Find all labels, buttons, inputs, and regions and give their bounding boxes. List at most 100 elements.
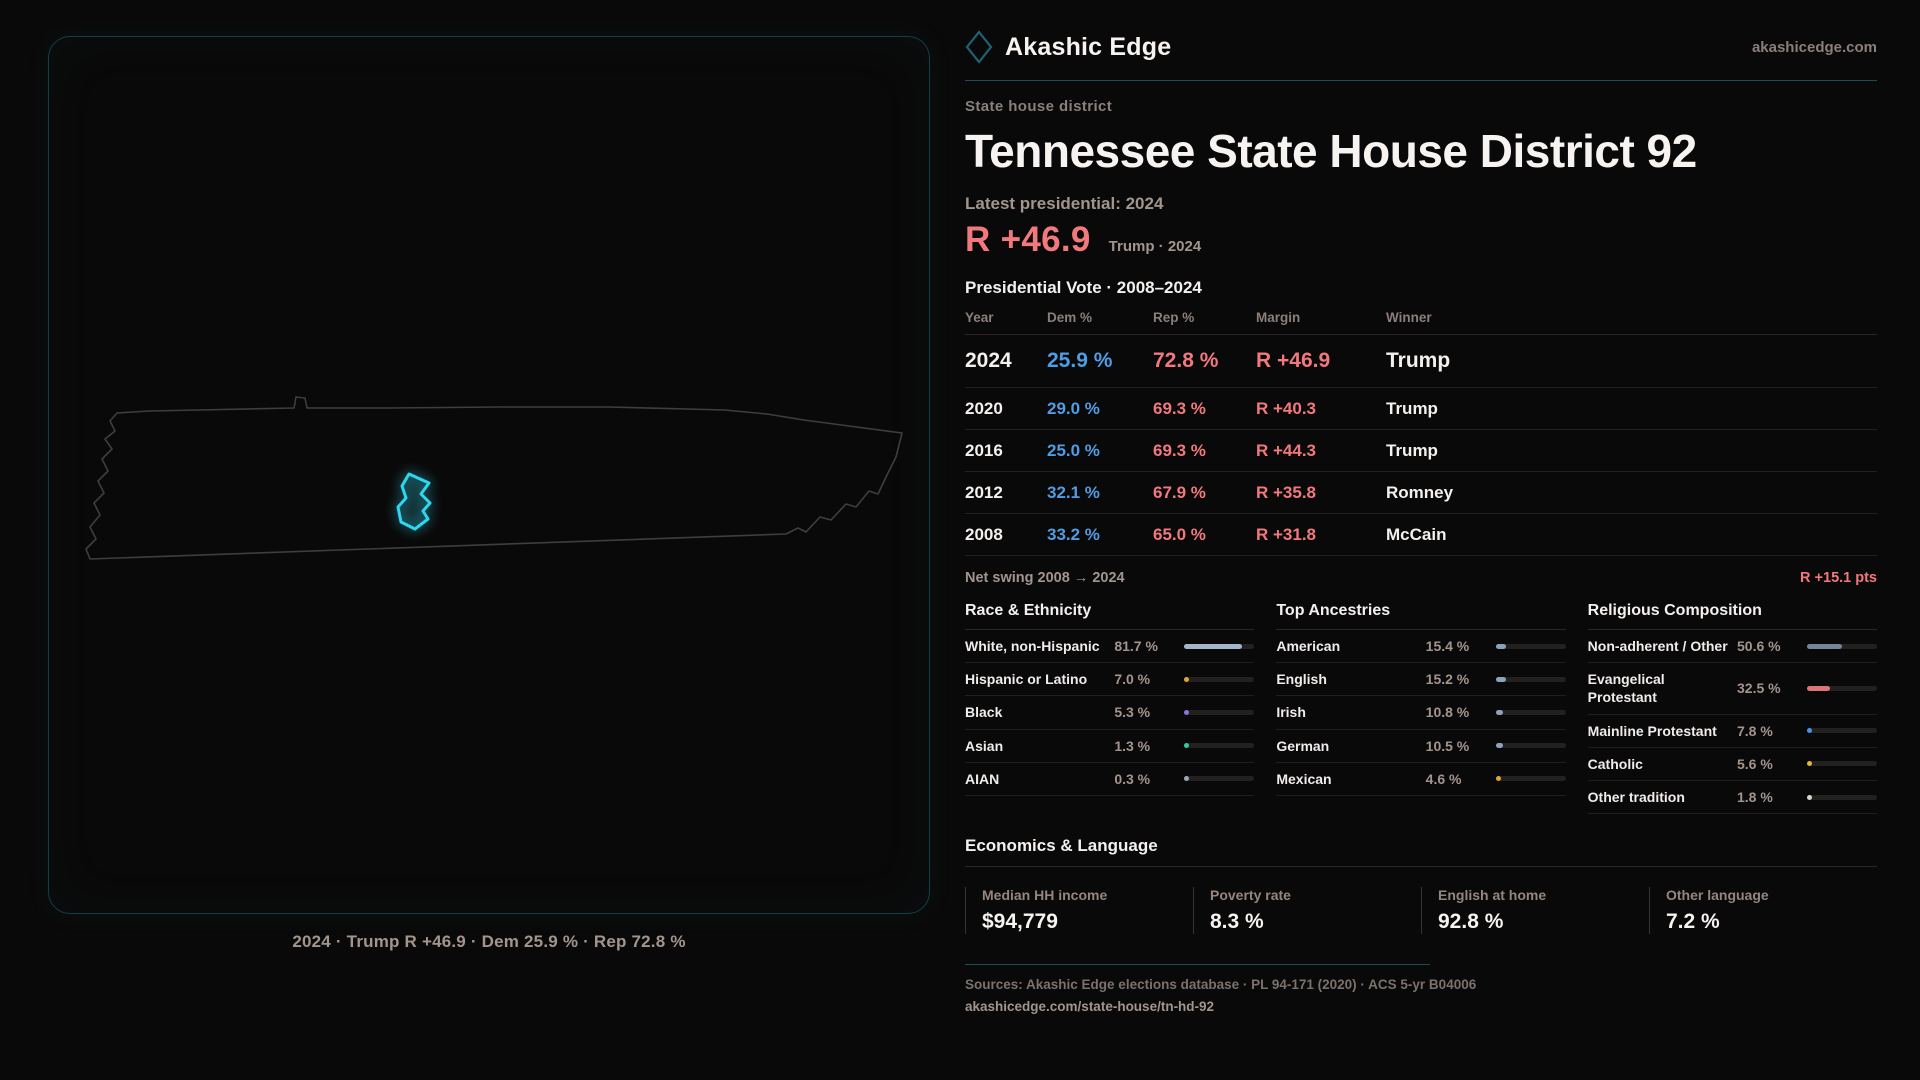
demo-row: Black 5.3 % [965, 696, 1255, 730]
demo-bar-track [1495, 709, 1566, 715]
net-swing-row: Net swing 2008 → 2024 R +15.1 pts [965, 570, 1877, 586]
vote-margin: R +31.8 [1256, 524, 1317, 544]
vote-dem-pct: 29.0 % [1047, 398, 1100, 418]
district-highlight [396, 472, 432, 531]
demo-value: 15.2 % [1425, 671, 1470, 688]
demo-value: 32.5 % [1737, 680, 1781, 697]
demo-section: Top Ancestries American 15.4 % English 15.2 … [1276, 602, 1566, 814]
demo-bar-track [1184, 776, 1255, 782]
demo-bar-fill [1807, 685, 1830, 691]
demo-bar-track [1807, 794, 1877, 800]
demo-bar-track [1184, 743, 1255, 749]
vote-column-header: Winner [1386, 310, 1432, 325]
permalink-link[interactable]: akashicedge.com/state-house/tn-hd-92 [965, 999, 1215, 1015]
diamond-icon [965, 30, 993, 64]
stat-label: English at home [1438, 887, 1547, 904]
demo-bar-fill [1184, 643, 1242, 649]
footer-divider [965, 964, 1430, 966]
demo-label: Mainline Protestant [1587, 722, 1717, 739]
demo-row: German 10.5 % [1276, 730, 1566, 763]
demo-bar-fill [1495, 676, 1507, 682]
page-title: Tennessee State House District 92 [965, 125, 1697, 177]
demo-row: Hispanic or Latino 7.0 % [965, 663, 1255, 697]
vote-winner: Trump [1386, 440, 1438, 460]
demo-label: Other tradition [1587, 788, 1685, 805]
stat-block: Median HH income $94,779 [965, 887, 1193, 935]
demo-label: American [1276, 638, 1341, 654]
demo-bar-fill [1495, 743, 1503, 749]
vote-rep-pct: 65.0 % [1153, 524, 1206, 544]
stat-value: 92.8 % [1438, 910, 1504, 934]
vote-margin: R +35.8 [1256, 482, 1317, 502]
demo-bar-fill [1807, 761, 1812, 767]
demo-label: English [1276, 671, 1327, 688]
vote-winner: McCain [1386, 524, 1447, 544]
stat-value: 7.2 % [1666, 910, 1720, 934]
demo-bar-fill [1495, 709, 1504, 715]
demo-row: Other tradition 1.8 % [1587, 781, 1877, 815]
demo-bar-track [1807, 643, 1877, 649]
vote-column-header: Rep % [1153, 310, 1195, 325]
demographics-grid: Race & Ethnicity White, non-Hispanic 81.7 … [965, 602, 1877, 815]
vote-table-row: 2012 32.1 % 67.9 % R +35.8 Romney [965, 472, 1877, 514]
vote-year: 2012 [965, 482, 1003, 502]
demo-value: 0.3 % [1114, 770, 1151, 787]
economics-title: Economics & Language [965, 836, 1877, 868]
demo-value: 50.6 % [1737, 638, 1781, 655]
economics-section: Economics & Language Median HH income $94… [965, 836, 1877, 935]
district-report: Akashic Edge akashicedge.com State house… [965, 0, 1877, 1016]
demo-bar-track [1495, 676, 1566, 682]
demo-row: Irish 10.8 % [1276, 696, 1566, 730]
demo-value: 81.7 % [1114, 638, 1158, 655]
vote-margin: R +44.3 [1256, 440, 1317, 460]
brand: Akashic Edge [965, 30, 1171, 64]
vote-table-title: Presidential Vote · 2008–2024 [965, 278, 1202, 297]
map-caption: 2024 · Trump R +46.9 · Dem 25.9 % · Rep … [292, 932, 686, 951]
demo-bar-track [1807, 761, 1877, 767]
vote-table-row: 2024 25.9 % 72.8 % R +46.9 Trump [965, 335, 1877, 388]
site-link[interactable]: akashicedge.com [1751, 38, 1877, 56]
vote-winner: Trump [1386, 349, 1451, 372]
map-section: 2024 · Trump R +46.9 · Dem 25.9 % · Rep … [48, 36, 930, 952]
demo-value: 7.0 % [1114, 671, 1151, 688]
demo-section: Race & Ethnicity White, non-Hispanic 81.7 … [965, 602, 1255, 814]
vote-margin: R +40.3 [1256, 398, 1317, 418]
vote-winner: Trump [1386, 398, 1438, 418]
demo-value: 1.8 % [1737, 789, 1773, 806]
vote-dem-pct: 25.0 % [1047, 440, 1100, 460]
vote-column-header: Dem % [1047, 310, 1093, 325]
demo-row: White, non-Hispanic 81.7 % [965, 630, 1255, 664]
demo-row: English 15.2 % [1276, 663, 1566, 697]
demo-bar-track [1495, 643, 1566, 649]
demo-row: Non-adherent / Other 50.6 % [1587, 630, 1877, 664]
stat-block: Other language 7.2 % [1649, 887, 1877, 935]
demo-bar-track [1184, 643, 1255, 649]
demo-row: Evangelical Protestant 32.5 % [1587, 663, 1877, 715]
vote-dem-pct: 33.2 % [1047, 524, 1100, 544]
demo-label: Black [965, 704, 1003, 721]
vote-rep-pct: 69.3 % [1153, 440, 1206, 460]
demo-bar-fill [1184, 676, 1190, 682]
vote-winner: Romney [1386, 482, 1454, 502]
vote-year: 2016 [965, 440, 1003, 460]
vote-table-row: 2008 33.2 % 65.0 % R +31.8 McCain [965, 514, 1877, 556]
vote-table: 2024 25.9 % 72.8 % R +46.9 Trump 2020 29.0 % 69… [965, 335, 1877, 556]
demo-bar-fill [1807, 643, 1843, 649]
demo-bar-track [1807, 728, 1877, 734]
stat-label: Other language [1666, 887, 1769, 904]
demo-value: 7.8 % [1737, 722, 1773, 739]
tennessee-outline [85, 396, 903, 560]
kicker: State house district [965, 98, 1113, 115]
stat-value: 8.3 % [1210, 910, 1264, 934]
vote-column-header: Margin [1256, 310, 1301, 325]
economics-stats: Median HH income $94,779 Poverty rate 8.3 %… [965, 887, 1877, 935]
vote-dem-pct: 32.1 % [1047, 482, 1100, 502]
demo-section-title: Top Ancestries [1276, 602, 1566, 630]
demo-bar-track [1184, 676, 1255, 682]
header: Akashic Edge akashicedge.com [965, 26, 1877, 68]
demo-row: AIAN 0.3 % [965, 763, 1255, 796]
demo-label: Irish [1276, 704, 1306, 721]
demo-value: 1.3 % [1114, 737, 1151, 754]
net-swing-value: R +15.1 pts [1800, 570, 1877, 586]
demo-label: Evangelical Protestant [1587, 671, 1665, 706]
